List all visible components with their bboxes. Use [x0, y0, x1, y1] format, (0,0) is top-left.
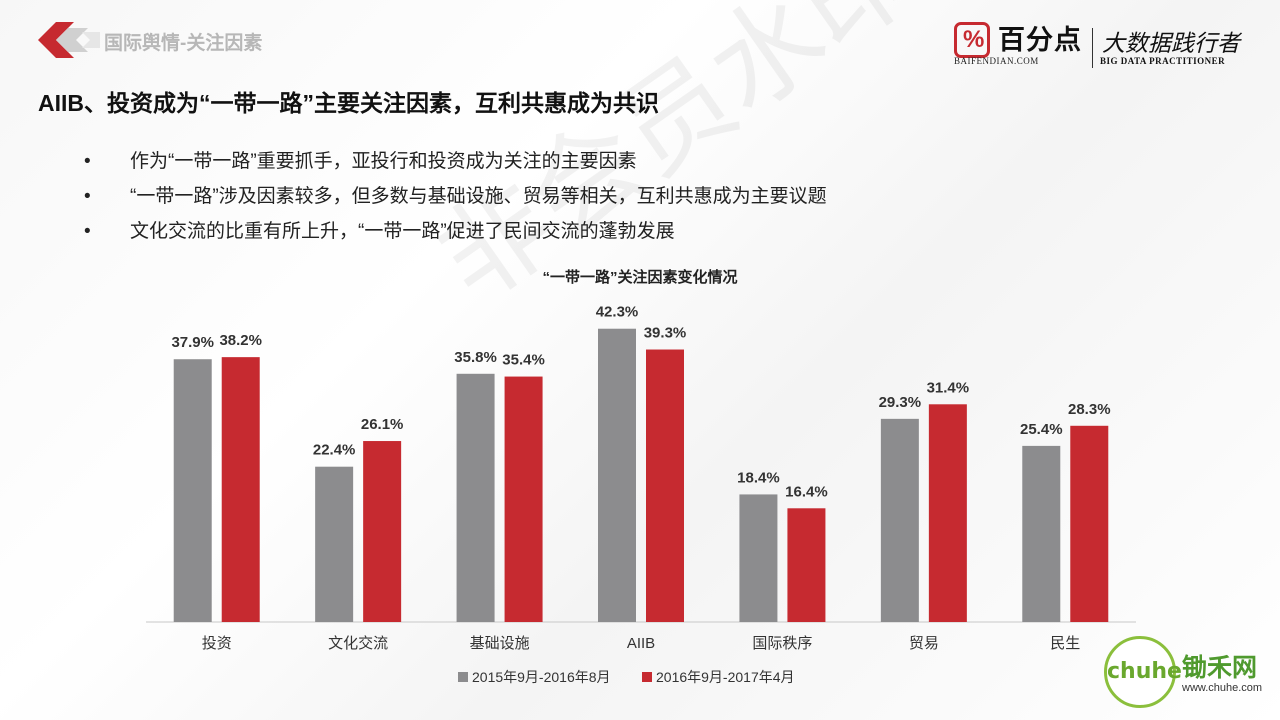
- bar-gray: [739, 494, 778, 622]
- data-label: 39.3%: [644, 325, 687, 342]
- x-tick-label: 贸易: [909, 635, 939, 652]
- bar-red: [363, 441, 402, 622]
- data-label: 35.4%: [502, 352, 545, 369]
- x-tick-label: 国际秩序: [752, 635, 812, 652]
- bar-gray: [173, 359, 212, 622]
- percent-icon: %: [954, 22, 990, 58]
- bar-gray: [456, 373, 495, 622]
- page-title: AIIB、投资成为“一带一路”主要关注因素，互利共惠成为共识: [38, 90, 659, 116]
- brand-url: BAIFENDIAN.COM: [954, 56, 1039, 66]
- bullet-dot-icon: •: [84, 151, 91, 172]
- chart-title: “一带一路”关注因素变化情况: [542, 268, 737, 286]
- x-tick-label: AIIB: [627, 635, 655, 652]
- bar-red: [787, 508, 826, 622]
- site-name: 锄禾网: [1182, 654, 1258, 682]
- bullet-list: • 作为“一带一路”重要抓手，亚投行和投资成为关注的主要因素 • “一带一路”涉及因…: [82, 144, 827, 249]
- x-tick-label: 民生: [1050, 635, 1080, 652]
- data-label: 26.1%: [361, 416, 404, 433]
- header-bar: 国际舆情-关注因素 % 百分点 BAIFENDIAN.COM 大数据践行者 BI…: [0, 0, 1280, 80]
- bar-red: [221, 357, 260, 622]
- bullet-item: • 文化交流的比重有所上升，“一带一路”促进了民间交流的蓬勃发展: [82, 214, 827, 249]
- bullet-text: “一带一路”涉及因素较多，但多数与基础设施、贸易等相关，互利共惠成为主要议题: [130, 186, 827, 207]
- site-url: www.chuhe.com: [1182, 682, 1263, 694]
- x-tick-label: 基础设施: [470, 635, 530, 652]
- data-label: 35.8%: [454, 349, 497, 366]
- data-label: 37.9%: [171, 334, 214, 351]
- bar-red: [1070, 425, 1109, 622]
- data-label: 31.4%: [927, 379, 970, 396]
- bar-red: [646, 349, 684, 622]
- section-tag: 国际舆情-关注因素: [104, 33, 263, 54]
- legend-label: 2016年9月-2017年4月: [656, 669, 795, 685]
- bar-red: [928, 404, 967, 622]
- legend-swatch: [458, 672, 468, 682]
- data-label: 29.3%: [879, 394, 922, 411]
- bar-red: [504, 376, 543, 622]
- bullet-item: • 作为“一带一路”重要抓手，亚投行和投资成为关注的主要因素: [82, 144, 827, 179]
- legend-label: 2015年9月-2016年8月: [472, 669, 611, 685]
- bullet-item: • “一带一路”涉及因素较多，但多数与基础设施、贸易等相关，互利共惠成为主要议题: [82, 179, 827, 214]
- data-label: 18.4%: [737, 469, 780, 486]
- bullet-dot-icon: •: [84, 221, 91, 242]
- x-tick-label: 文化交流: [328, 634, 388, 652]
- bar-gray: [880, 418, 919, 622]
- bullet-text: 作为“一带一路”重要抓手，亚投行和投资成为关注的主要因素: [130, 151, 637, 172]
- bullet-text: 文化交流的比重有所上升，“一带一路”促进了民间交流的蓬勃发展: [130, 221, 675, 242]
- data-label: 38.2%: [219, 332, 262, 349]
- data-label: 28.3%: [1068, 401, 1111, 418]
- data-label: 42.3%: [596, 304, 639, 321]
- brand-divider: [1092, 28, 1093, 68]
- bar-gray: [315, 466, 354, 622]
- data-label: 22.4%: [313, 442, 356, 459]
- legend-swatch: [642, 672, 652, 682]
- x-tick-label: 投资: [202, 635, 232, 652]
- logo-icon: [38, 22, 100, 58]
- data-label: 25.4%: [1020, 421, 1063, 438]
- brand-slogan: 大数据践行者: [1102, 31, 1240, 57]
- brand-name: 百分点: [998, 25, 1082, 55]
- bar-gray: [1022, 445, 1061, 622]
- chuhe-badge-icon: chuhe: [1104, 636, 1182, 708]
- data-label: 16.4%: [785, 483, 828, 500]
- bullet-dot-icon: •: [84, 186, 91, 207]
- chuhe-logo: chuhe 锄禾网 www.chuhe.com: [1098, 632, 1268, 714]
- brand-slogan-en: BIG DATA PRACTITIONER: [1100, 56, 1226, 66]
- brand-logo: % 百分点 BAIFENDIAN.COM 大数据践行者 BIG DATA PRA…: [954, 18, 1244, 72]
- bar-gray: [598, 328, 636, 622]
